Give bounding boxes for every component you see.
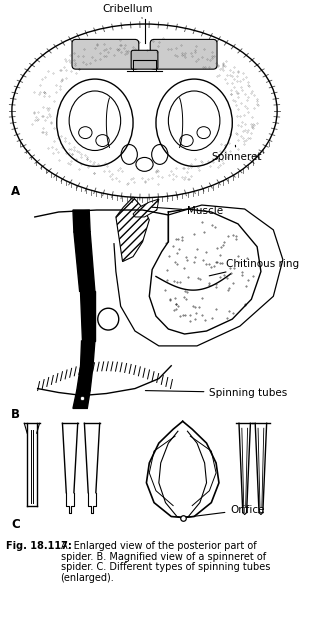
Text: Chitinous ring: Chitinous ring bbox=[209, 259, 299, 276]
Text: Spinning tubes: Spinning tubes bbox=[146, 387, 288, 398]
Text: B: B bbox=[11, 408, 20, 421]
Text: Spinneret: Spinneret bbox=[211, 145, 262, 162]
Text: spider. C. Different types of spinning tubes: spider. C. Different types of spinning t… bbox=[61, 562, 270, 572]
FancyBboxPatch shape bbox=[131, 50, 158, 69]
Text: A. Enlarged view of the posterior part of: A. Enlarged view of the posterior part o… bbox=[61, 542, 256, 551]
Polygon shape bbox=[80, 291, 95, 341]
Text: Fig. 18.117:: Fig. 18.117: bbox=[6, 542, 72, 551]
Polygon shape bbox=[133, 199, 159, 217]
Text: C: C bbox=[11, 518, 20, 530]
Polygon shape bbox=[74, 232, 95, 291]
Text: Cribellum: Cribellum bbox=[102, 4, 152, 18]
Polygon shape bbox=[73, 210, 90, 232]
Text: (enlarged).: (enlarged). bbox=[61, 572, 114, 582]
FancyBboxPatch shape bbox=[72, 40, 139, 69]
Polygon shape bbox=[77, 365, 93, 391]
Polygon shape bbox=[116, 197, 149, 262]
Text: spider. B. Magnified view of a spinneret of: spider. B. Magnified view of a spinneret… bbox=[61, 552, 266, 562]
Text: Orifice: Orifice bbox=[187, 504, 265, 517]
Polygon shape bbox=[73, 391, 90, 408]
FancyBboxPatch shape bbox=[150, 40, 217, 69]
Polygon shape bbox=[81, 341, 95, 365]
Text: Muscle: Muscle bbox=[152, 206, 223, 216]
Text: A: A bbox=[11, 185, 20, 198]
